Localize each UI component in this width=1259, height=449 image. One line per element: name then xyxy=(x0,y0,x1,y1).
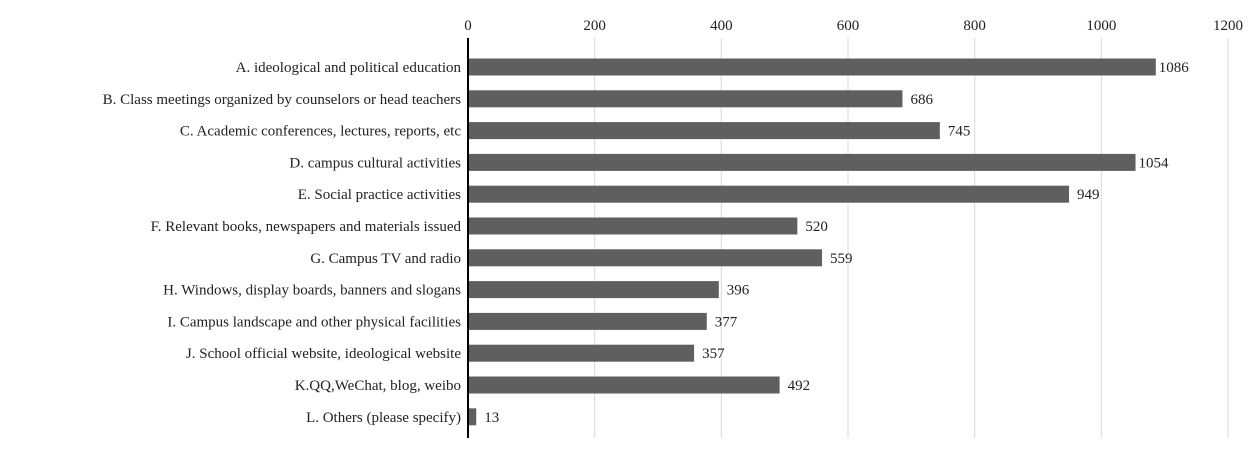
bar-3 xyxy=(468,122,940,140)
bar-10 xyxy=(468,344,695,362)
category-label-7: G. Campus TV and radio xyxy=(310,251,461,267)
category-label-10: J. School official website, ideological … xyxy=(186,346,461,362)
data-label-7: 559 xyxy=(830,251,853,267)
data-label-6: 520 xyxy=(805,219,828,235)
x-tick-label-200: 200 xyxy=(583,18,606,34)
category-label-9: I. Campus landscape and other physical f… xyxy=(167,314,461,330)
x-tick-label-400: 400 xyxy=(710,18,733,34)
x-tick-label-0: 0 xyxy=(464,18,472,34)
category-label-12: L. Others (please specify) xyxy=(306,410,461,426)
bar-12 xyxy=(468,408,477,426)
bar-4 xyxy=(468,153,1136,171)
category-labels: A. ideological and political education B.… xyxy=(103,60,462,426)
bar-1 xyxy=(468,58,1156,76)
data-label-12: 13 xyxy=(484,410,499,426)
category-label-3: C. Academic conferences, lectures, repor… xyxy=(180,124,461,140)
x-tick-label-1200: 1200 xyxy=(1213,18,1243,34)
x-tick-label-1000: 1000 xyxy=(1086,18,1116,34)
bar-5 xyxy=(468,185,1070,203)
data-label-5: 949 xyxy=(1077,187,1100,203)
category-label-6: F. Relevant books, newspapers and materi… xyxy=(151,219,462,235)
bar-2 xyxy=(468,90,903,108)
bar-9 xyxy=(468,312,707,330)
category-label-2: B. Class meetings organized by counselor… xyxy=(103,92,462,108)
category-label-5: E. Social practice activities xyxy=(298,187,461,203)
data-label-2: 686 xyxy=(910,92,933,108)
data-label-9: 377 xyxy=(715,314,738,330)
bar-11 xyxy=(468,376,780,394)
category-label-8: H. Windows, display boards, banners and … xyxy=(163,283,461,299)
category-label-11: K.QQ,WeChat, blog, weibo xyxy=(295,378,461,394)
data-label-3: 745 xyxy=(948,124,971,140)
data-label-11: 492 xyxy=(788,378,811,394)
category-label-4: D. campus cultural activities xyxy=(289,155,461,171)
data-label-8: 396 xyxy=(727,283,750,299)
x-axis-ticks: 0 200 400 600 800 1000 1200 xyxy=(464,18,1243,34)
bar-7 xyxy=(468,249,823,267)
data-label-4: 1054 xyxy=(1139,155,1170,171)
bar-6 xyxy=(468,217,798,235)
x-tick-label-600: 600 xyxy=(837,18,860,34)
data-label-10: 357 xyxy=(702,346,725,362)
x-tick-label-800: 800 xyxy=(963,18,986,34)
bar-8 xyxy=(468,281,719,299)
data-label-1: 1086 xyxy=(1159,60,1190,76)
category-label-1: A. ideological and political education xyxy=(236,60,462,76)
bars xyxy=(468,58,1156,426)
